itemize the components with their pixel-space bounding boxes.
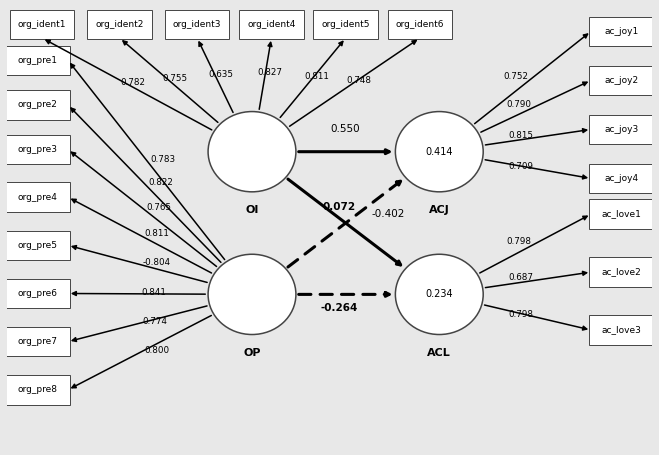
Text: 0.755: 0.755 (162, 74, 188, 83)
Text: org_ident6: org_ident6 (395, 20, 444, 29)
Text: 0.709: 0.709 (509, 162, 534, 171)
FancyBboxPatch shape (87, 10, 152, 39)
Text: 0.815: 0.815 (509, 131, 534, 140)
Text: 0.798: 0.798 (508, 310, 533, 319)
FancyBboxPatch shape (387, 10, 452, 39)
Ellipse shape (395, 254, 483, 334)
Text: 0.827: 0.827 (258, 68, 283, 77)
FancyBboxPatch shape (5, 327, 70, 356)
FancyBboxPatch shape (5, 279, 70, 308)
Text: -0.264: -0.264 (320, 303, 358, 313)
Text: 0.072: 0.072 (323, 202, 356, 212)
FancyBboxPatch shape (589, 16, 654, 46)
FancyBboxPatch shape (5, 375, 70, 404)
Text: 0.783: 0.783 (150, 155, 175, 164)
Text: OP: OP (243, 348, 261, 358)
Text: 0.811: 0.811 (304, 72, 330, 81)
Text: 0.798: 0.798 (506, 238, 531, 247)
Text: org_pre2: org_pre2 (18, 101, 57, 109)
Text: org_ident1: org_ident1 (18, 20, 67, 29)
Text: ac_joy1: ac_joy1 (604, 27, 639, 36)
FancyBboxPatch shape (589, 164, 654, 193)
Ellipse shape (208, 254, 296, 334)
Text: 0.414: 0.414 (426, 147, 453, 157)
Text: ac_love3: ac_love3 (602, 326, 641, 334)
Text: ac_joy3: ac_joy3 (604, 125, 639, 134)
FancyBboxPatch shape (5, 135, 70, 164)
Text: org_pre8: org_pre8 (18, 385, 57, 394)
Text: 0.765: 0.765 (146, 202, 171, 212)
FancyBboxPatch shape (239, 10, 304, 39)
FancyBboxPatch shape (589, 199, 654, 229)
FancyBboxPatch shape (5, 46, 70, 75)
FancyBboxPatch shape (5, 90, 70, 120)
Text: ac_love1: ac_love1 (602, 210, 641, 218)
Text: 0.782: 0.782 (121, 78, 146, 87)
Text: 0.635: 0.635 (208, 70, 233, 79)
Text: org_pre7: org_pre7 (18, 337, 57, 346)
Ellipse shape (395, 111, 483, 192)
Text: ACL: ACL (428, 348, 451, 358)
Text: org_ident4: org_ident4 (247, 20, 296, 29)
FancyBboxPatch shape (165, 10, 229, 39)
Text: -0.804: -0.804 (142, 258, 170, 267)
Text: 0.550: 0.550 (331, 124, 360, 134)
FancyBboxPatch shape (589, 315, 654, 345)
Ellipse shape (208, 111, 296, 192)
FancyBboxPatch shape (10, 10, 74, 39)
Text: org_pre6: org_pre6 (18, 289, 57, 298)
Text: ac_love2: ac_love2 (602, 268, 641, 277)
Text: 0.687: 0.687 (509, 273, 534, 282)
Text: OI: OI (245, 205, 259, 215)
FancyBboxPatch shape (314, 10, 378, 39)
FancyBboxPatch shape (589, 66, 654, 95)
Text: org_pre4: org_pre4 (18, 192, 57, 202)
FancyBboxPatch shape (589, 258, 654, 287)
Text: 0.748: 0.748 (346, 76, 371, 85)
Text: org_ident2: org_ident2 (96, 20, 144, 29)
Text: org_pre1: org_pre1 (18, 56, 57, 65)
Text: org_pre3: org_pre3 (18, 145, 57, 154)
Text: 0.811: 0.811 (144, 229, 169, 238)
Text: 0.234: 0.234 (426, 289, 453, 299)
Text: 0.752: 0.752 (503, 71, 529, 81)
FancyBboxPatch shape (589, 115, 654, 144)
FancyBboxPatch shape (5, 182, 70, 212)
Text: 0.822: 0.822 (149, 178, 173, 187)
Text: 0.841: 0.841 (141, 288, 166, 297)
Text: ac_joy2: ac_joy2 (604, 76, 639, 85)
Text: ACJ: ACJ (429, 205, 449, 215)
FancyBboxPatch shape (5, 231, 70, 260)
Text: 0.800: 0.800 (144, 346, 169, 355)
Text: 0.790: 0.790 (507, 100, 531, 109)
Text: -0.402: -0.402 (372, 209, 405, 219)
Text: org_ident5: org_ident5 (322, 20, 370, 29)
Text: org_pre5: org_pre5 (18, 241, 57, 250)
Text: 0.774: 0.774 (142, 317, 167, 326)
Text: ac_joy4: ac_joy4 (604, 174, 639, 183)
Text: org_ident3: org_ident3 (173, 20, 221, 29)
